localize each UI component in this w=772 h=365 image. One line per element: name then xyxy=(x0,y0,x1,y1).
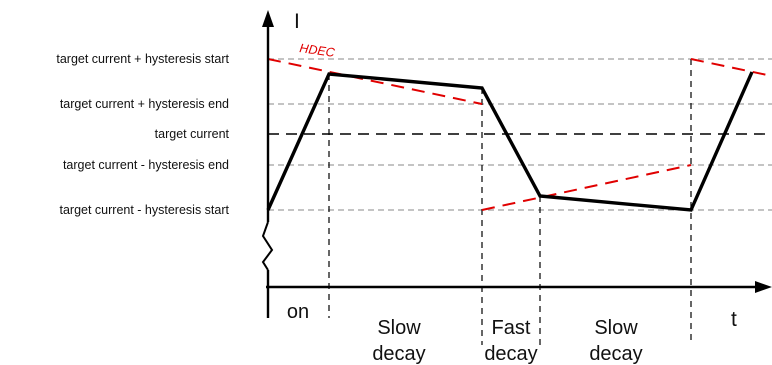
x-axis-label: t xyxy=(731,308,737,331)
phase-label-slow1-line1: Slow xyxy=(377,317,421,339)
level-label-hyst-start-low: target current - hysteresis start xyxy=(59,203,229,217)
current-waveform xyxy=(266,71,754,212)
phase-label-on: on xyxy=(287,301,309,323)
hdec-label: HDEC xyxy=(299,41,337,60)
level-label-hyst-end-low: target current - hysteresis end xyxy=(63,158,229,172)
level-label-target: target current xyxy=(155,127,230,141)
phase-label-fast-line2: decay xyxy=(484,343,537,365)
phase-label-fast-line1: Fast xyxy=(492,317,531,339)
x-axis-arrow xyxy=(755,281,772,293)
axis-break-symbol xyxy=(261,221,274,271)
y-axis-arrow xyxy=(262,10,274,27)
hdec-line-low xyxy=(481,164,692,211)
level-label-hyst-start-high: target current + hysteresis start xyxy=(56,52,229,66)
phase-label-slow2-line1: Slow xyxy=(594,317,638,339)
level-label-hyst-end-high: target current + hysteresis end xyxy=(60,97,229,111)
hdec-line-high xyxy=(267,58,483,105)
y-axis-label: I xyxy=(294,10,300,33)
phase-label-slow2-line2: decay xyxy=(589,343,642,365)
phase-label-slow1-line2: decay xyxy=(372,343,425,365)
hdec-line-high-2 xyxy=(690,58,772,77)
